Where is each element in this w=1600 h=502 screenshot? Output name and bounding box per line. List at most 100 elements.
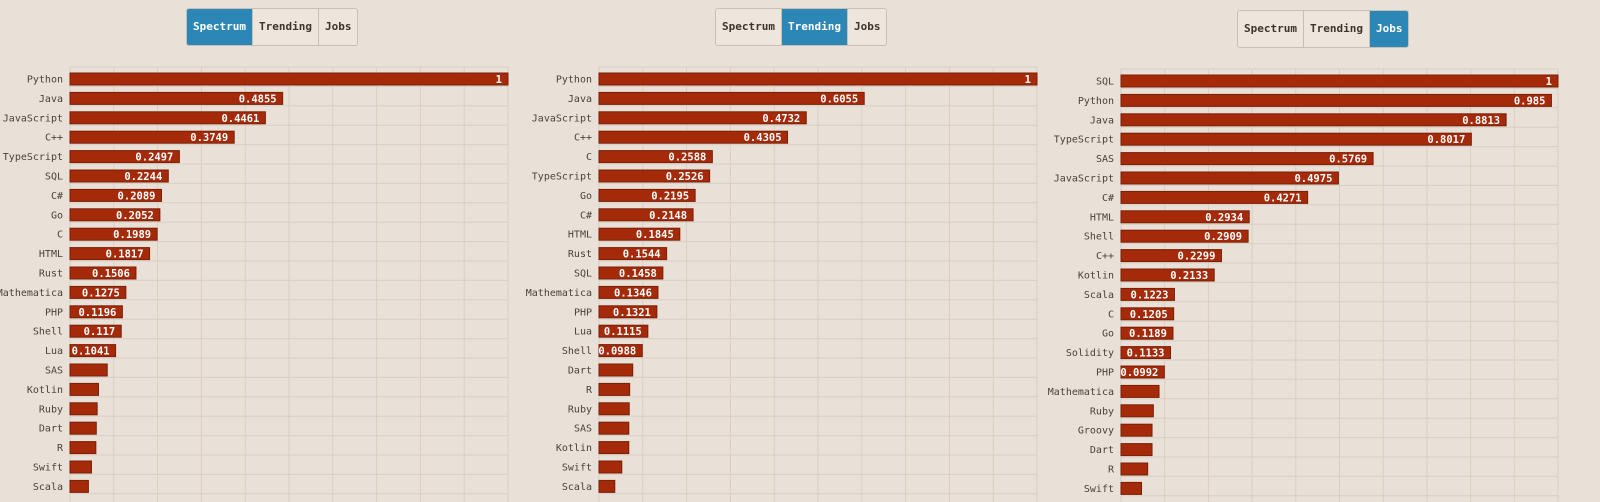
bar[interactable] bbox=[598, 421, 630, 435]
bar[interactable] bbox=[1120, 384, 1160, 398]
chart-panel-jobs: Spectrum Trending Jobs SQL 1 Python 0.985 Ja… bbox=[1048, 0, 1600, 502]
bar[interactable] bbox=[598, 150, 713, 164]
tab-jobs[interactable]: Jobs bbox=[324, 20, 352, 33]
bar[interactable] bbox=[598, 208, 694, 222]
tab-jobs[interactable]: Jobs bbox=[853, 20, 881, 33]
bar[interactable] bbox=[69, 344, 117, 358]
tab-bar: Spectrum Trending Jobs bbox=[715, 8, 888, 46]
value-label: 0.1041 bbox=[72, 346, 110, 358]
bar[interactable] bbox=[598, 479, 616, 493]
bar[interactable] bbox=[69, 111, 266, 125]
value-label: 0.8813 bbox=[1462, 115, 1500, 127]
tab-trending[interactable]: Trending bbox=[253, 9, 319, 45]
bar[interactable] bbox=[598, 363, 634, 377]
category-label: Python bbox=[556, 75, 592, 86]
bar[interactable] bbox=[598, 130, 789, 144]
value-label: 0.2299 bbox=[1178, 251, 1216, 263]
bar[interactable] bbox=[69, 305, 123, 319]
bar[interactable] bbox=[598, 169, 711, 183]
tab-trending[interactable]: Trending bbox=[781, 9, 848, 45]
bar[interactable] bbox=[598, 111, 807, 125]
bar[interactable] bbox=[69, 150, 180, 164]
bar[interactable] bbox=[598, 266, 664, 280]
bar[interactable] bbox=[69, 130, 235, 144]
bar[interactable] bbox=[598, 344, 643, 358]
tab-spectrum[interactable]: Spectrum bbox=[1238, 11, 1304, 47]
tab-jobs[interactable]: Jobs bbox=[1369, 11, 1409, 47]
bar[interactable] bbox=[1120, 190, 1309, 204]
value-label: 0.2195 bbox=[651, 190, 689, 202]
bar[interactable] bbox=[69, 479, 89, 493]
bar[interactable] bbox=[598, 324, 649, 338]
bar[interactable] bbox=[598, 247, 668, 261]
bar[interactable] bbox=[1120, 152, 1374, 166]
value-label: 0.1321 bbox=[613, 307, 651, 319]
bar[interactable] bbox=[1120, 268, 1215, 282]
bar[interactable] bbox=[1120, 93, 1552, 107]
bar[interactable] bbox=[69, 285, 127, 299]
bar[interactable] bbox=[598, 305, 658, 319]
bar[interactable] bbox=[598, 72, 1038, 86]
bar[interactable] bbox=[1120, 346, 1172, 360]
bar[interactable] bbox=[1120, 443, 1153, 457]
value-label: 0.1189 bbox=[1129, 328, 1167, 340]
tab-spectrum[interactable]: Spectrum bbox=[716, 9, 782, 45]
value-label: 0.8017 bbox=[1427, 134, 1465, 146]
tab-trending[interactable]: Trending bbox=[1304, 11, 1370, 47]
bar[interactable] bbox=[69, 266, 137, 280]
bar[interactable] bbox=[69, 402, 98, 416]
bar[interactable] bbox=[598, 382, 631, 396]
bar[interactable] bbox=[1120, 287, 1175, 301]
value-label: 0.1275 bbox=[82, 287, 120, 299]
bar[interactable] bbox=[598, 188, 696, 202]
category-label: C++ bbox=[1096, 251, 1114, 262]
category-label: PHP bbox=[574, 307, 592, 318]
value-label: 0.5769 bbox=[1329, 154, 1367, 166]
bar[interactable] bbox=[69, 169, 169, 183]
bar[interactable] bbox=[1120, 210, 1250, 224]
bar[interactable] bbox=[69, 247, 151, 261]
bar[interactable] bbox=[1120, 229, 1249, 243]
bar[interactable] bbox=[69, 363, 108, 377]
value-label: 0.1817 bbox=[106, 249, 144, 261]
bar[interactable] bbox=[1120, 404, 1154, 418]
bar[interactable] bbox=[598, 227, 681, 241]
bar[interactable] bbox=[1120, 462, 1149, 476]
bar[interactable] bbox=[1120, 307, 1175, 321]
tab-spectrum[interactable]: Spectrum bbox=[187, 9, 253, 45]
category-label: Mathematica bbox=[526, 288, 592, 299]
value-label: 0.1845 bbox=[636, 229, 674, 241]
bar[interactable] bbox=[69, 382, 99, 396]
bar[interactable] bbox=[1120, 132, 1472, 146]
bar[interactable] bbox=[1120, 365, 1165, 379]
bar[interactable] bbox=[69, 421, 97, 435]
bar[interactable] bbox=[1120, 423, 1153, 437]
bar[interactable] bbox=[598, 285, 659, 299]
bar[interactable] bbox=[1120, 171, 1339, 185]
category-label: Python bbox=[1078, 96, 1114, 107]
bar[interactable] bbox=[69, 460, 92, 474]
category-label: C++ bbox=[45, 133, 63, 144]
bar[interactable] bbox=[598, 91, 865, 105]
bar[interactable] bbox=[598, 402, 630, 416]
bar[interactable] bbox=[598, 441, 630, 455]
category-label: Kotlin bbox=[1078, 271, 1114, 282]
bar[interactable] bbox=[69, 227, 158, 241]
value-label: 1 bbox=[1025, 74, 1031, 86]
value-label: 0.4732 bbox=[762, 113, 800, 125]
bar[interactable] bbox=[1120, 481, 1143, 495]
bar[interactable] bbox=[1120, 74, 1559, 88]
bar[interactable] bbox=[1120, 113, 1507, 127]
category-label: JavaScript bbox=[532, 113, 592, 124]
category-label: C bbox=[586, 152, 592, 163]
bar[interactable] bbox=[1120, 326, 1174, 340]
bar[interactable] bbox=[69, 208, 161, 222]
bar[interactable] bbox=[69, 324, 122, 338]
bar[interactable] bbox=[69, 91, 284, 105]
bar[interactable] bbox=[1120, 249, 1222, 263]
bar[interactable] bbox=[69, 188, 162, 202]
bar[interactable] bbox=[69, 72, 509, 86]
bar[interactable] bbox=[69, 441, 97, 455]
category-label: C bbox=[1108, 309, 1114, 320]
bar[interactable] bbox=[598, 460, 623, 474]
